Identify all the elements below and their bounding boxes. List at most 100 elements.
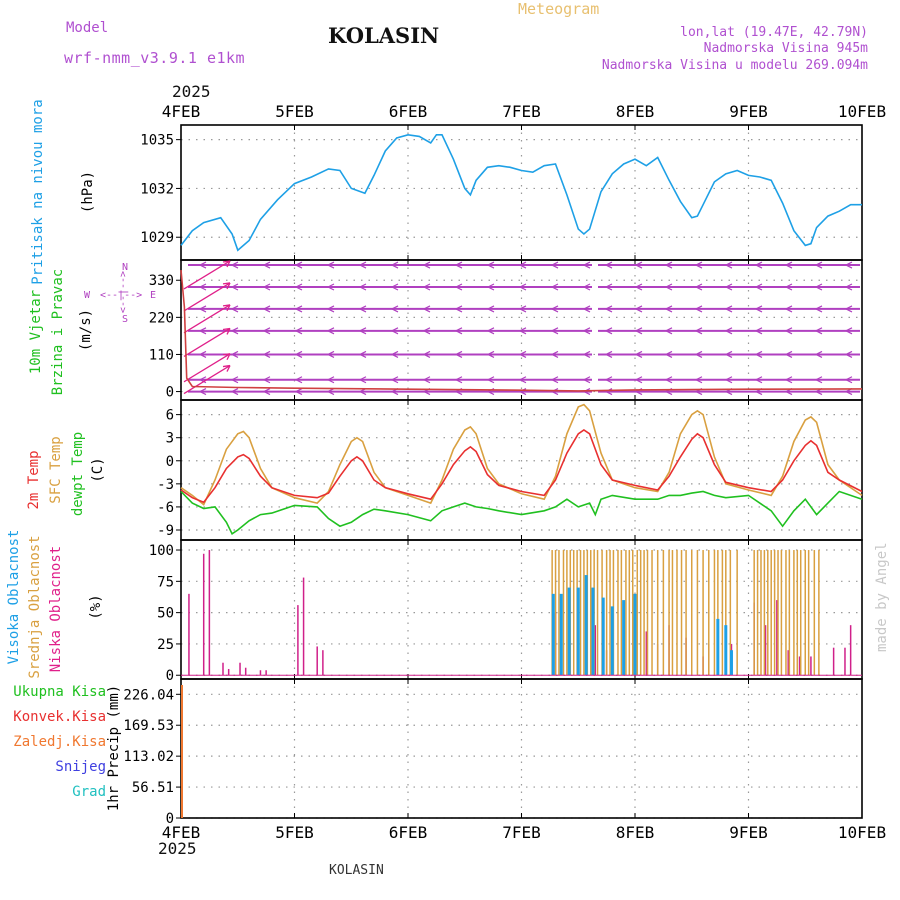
x-tick-label-bottom: 10FEB <box>838 823 886 842</box>
wind-arrow <box>845 376 853 384</box>
wind-arrow <box>755 283 763 291</box>
wind-arrow <box>199 350 207 358</box>
year-bottom: 2025 <box>158 839 197 858</box>
cloud-bar <box>322 650 324 676</box>
cloud-bar <box>562 550 565 676</box>
wind-arrow <box>455 261 463 269</box>
cloud-bar <box>551 593 555 676</box>
compass-arrow-ns: <--|--> <box>118 271 129 313</box>
cloud-bar <box>622 600 626 676</box>
cloud-bar <box>716 618 720 676</box>
cloud-bar <box>601 597 605 676</box>
cloud-bar <box>717 550 719 676</box>
wind-arrow <box>551 305 559 313</box>
cloud-bar <box>798 656 801 676</box>
temp-2m-label: 2m Temp <box>26 450 42 509</box>
wind-arrow <box>635 261 643 269</box>
wind-arrow <box>359 376 367 384</box>
cloud-bar <box>222 662 224 676</box>
wind-arrow <box>519 305 527 313</box>
compass-e-label: E <box>150 290 156 301</box>
precip-legend-4: Grad <box>72 784 106 800</box>
wind-arrow <box>359 305 367 313</box>
wind-arrow <box>423 283 431 291</box>
panel-frame <box>180 678 863 819</box>
wind-arrow <box>423 376 431 384</box>
cloud-bar <box>813 550 816 676</box>
wind-arrow <box>327 350 335 358</box>
wind-arrow <box>551 261 559 269</box>
pressure-unit-label: (hPa) <box>80 171 96 213</box>
cloud-bar <box>643 550 645 676</box>
cloud-bar <box>729 650 733 676</box>
cloud-bar <box>584 575 588 676</box>
wind-arrow <box>815 283 823 291</box>
wind-arrow <box>199 283 207 291</box>
wind-arrow <box>263 376 271 384</box>
panel-pressure: 1029 1032 1035 <box>140 124 863 261</box>
x-tick-label-bottom: 8FEB <box>616 823 655 842</box>
wind-arrow <box>755 350 763 358</box>
wind-arrow <box>231 327 239 335</box>
cloud-bar <box>713 550 716 676</box>
wind-arrow <box>327 261 335 269</box>
wind-arrow <box>263 305 271 313</box>
wind-arrow <box>391 283 399 291</box>
wind-arrow <box>231 350 239 358</box>
wind-arrow-diagonal <box>183 260 231 290</box>
wind-arrow <box>487 305 495 313</box>
wind-arrow <box>327 305 335 313</box>
cloud-high-label: Visoka Oblacnost <box>6 530 22 665</box>
cloud-bar <box>793 550 795 676</box>
cloud-bar <box>780 550 783 676</box>
wind-arrow <box>391 261 399 269</box>
wind-speed-line <box>180 270 863 392</box>
cloud-bar <box>202 553 205 676</box>
wind-arrow <box>263 261 271 269</box>
cloud-bar <box>753 550 755 676</box>
wind-arrow <box>583 376 591 384</box>
wind-arrow <box>583 261 591 269</box>
cloud-bar <box>656 550 659 676</box>
x-tick-label-top: 5FEB <box>275 102 314 121</box>
cloud-bar <box>566 550 568 676</box>
station-title: KOLASIN <box>328 23 440 48</box>
wind-arrow <box>695 283 703 291</box>
y-tick-label: 110 <box>149 347 174 363</box>
y-tick-label: -3 <box>157 477 174 493</box>
cloud-bar <box>572 550 575 676</box>
wind-unit-label: (m/s) <box>78 309 94 351</box>
cloud-bar <box>777 550 779 676</box>
cloud-bar <box>668 550 670 676</box>
cloud-bar <box>770 550 772 676</box>
wind-arrow <box>755 327 763 335</box>
cloud-bar <box>691 550 693 676</box>
wind-arrow <box>815 261 823 269</box>
wind-arrow <box>695 376 703 384</box>
cloud-bar <box>639 550 642 676</box>
wind-arrow <box>487 261 495 269</box>
y-tick-label: 0 <box>166 385 174 401</box>
cloud-bar <box>554 550 557 676</box>
wind-arrow <box>695 305 703 313</box>
model-label: Model <box>66 20 109 36</box>
precip-legend-1: Konvek.Kisa <box>13 709 106 725</box>
wind-arrow <box>327 283 335 291</box>
cloud-bar <box>188 593 190 676</box>
wind-arrow <box>635 350 643 358</box>
cloud-bar <box>631 550 634 676</box>
y-tick-label: 50 <box>157 606 174 622</box>
wind-arrow <box>635 327 643 335</box>
wind-arrow <box>519 327 527 335</box>
x-tick-label-top: 7FEB <box>502 102 541 121</box>
cloud-bar <box>676 550 678 676</box>
wind-arrow <box>519 376 527 384</box>
cloud-bar <box>316 646 318 676</box>
y-tick-label: 0 <box>166 811 174 827</box>
wind-arrow <box>845 305 853 313</box>
year-top: 2025 <box>172 82 211 101</box>
wind-arrow <box>231 261 239 269</box>
wind-arrow <box>845 283 853 291</box>
x-tick-label-bottom: 6FEB <box>389 823 428 842</box>
